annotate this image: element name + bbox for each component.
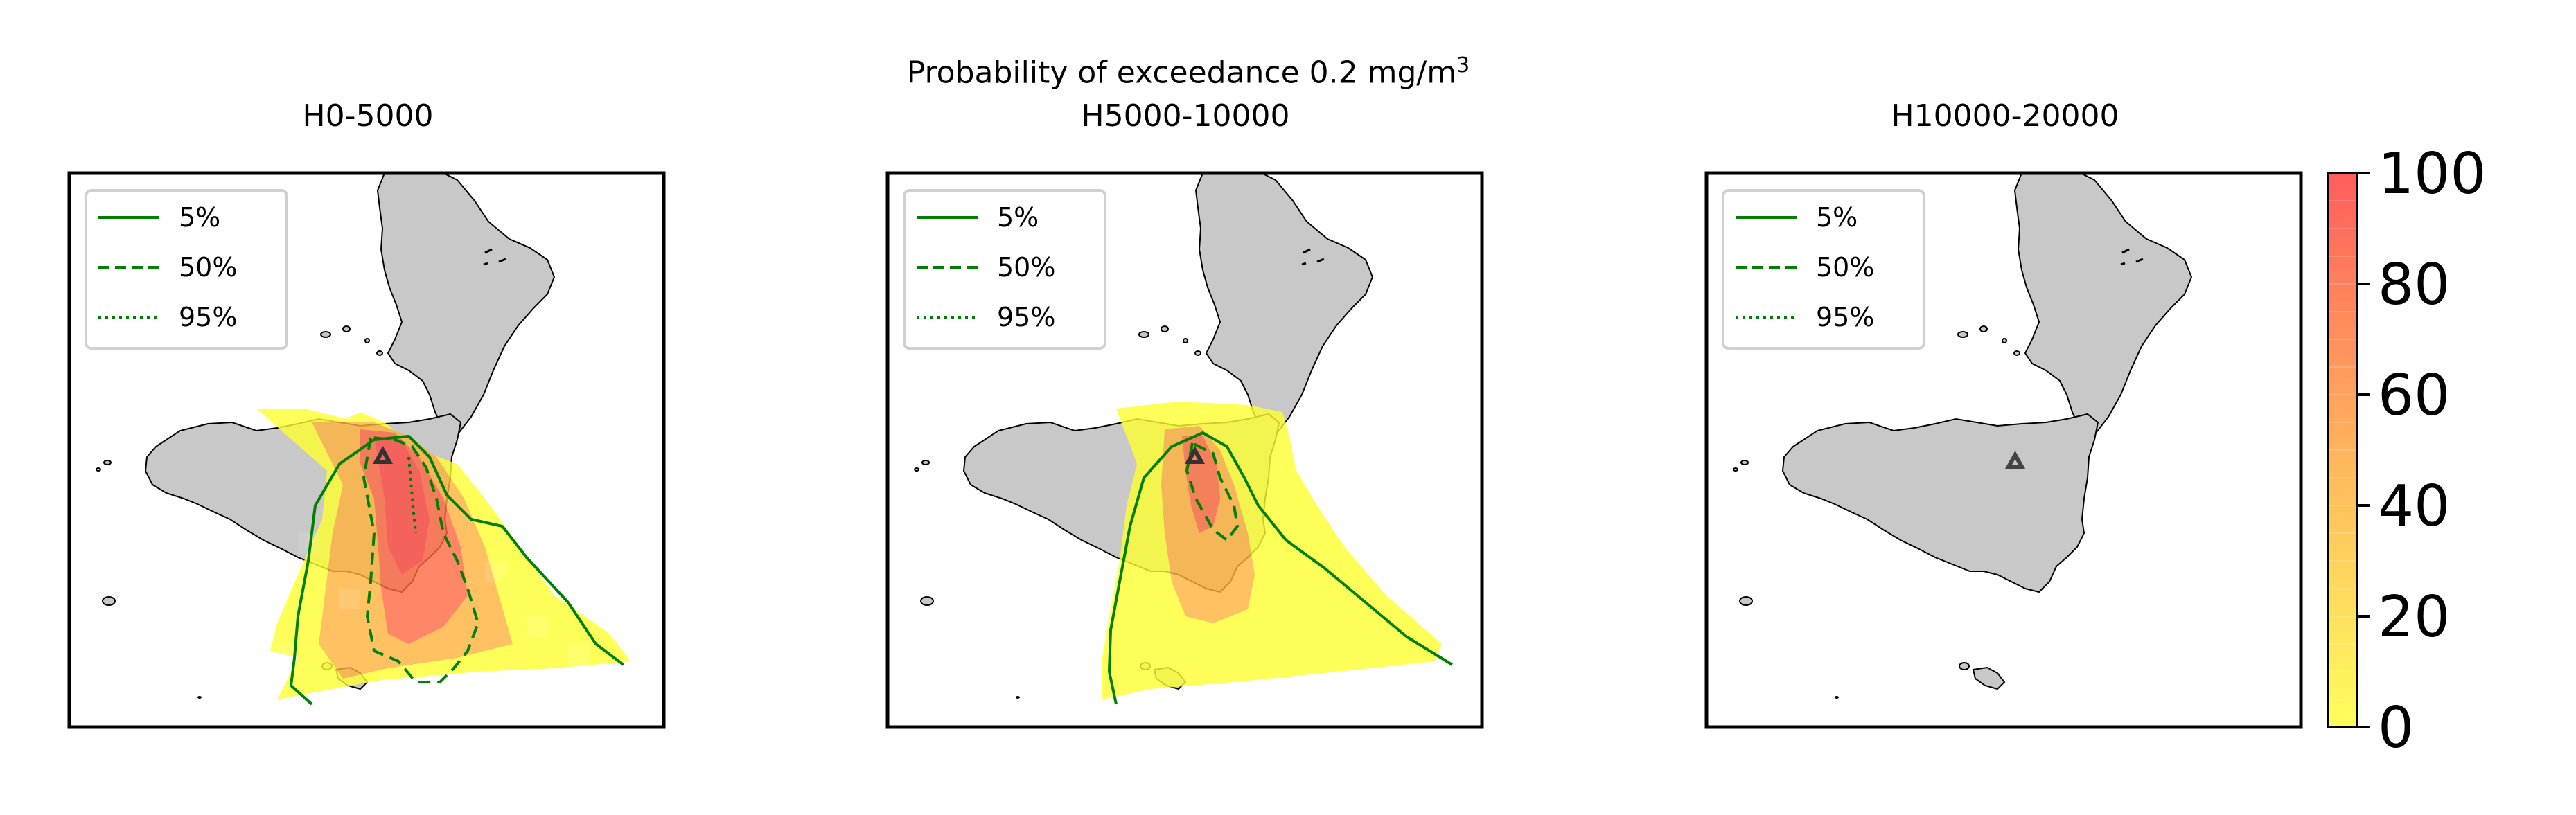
contour-95pct-1 xyxy=(407,456,417,534)
legend-label-50pct-1: 50% xyxy=(179,252,237,283)
legend-label-95pct-2: 95% xyxy=(997,302,1055,332)
contour-5pct-1 xyxy=(289,434,625,706)
colorbar-tick-label: 0 xyxy=(2378,695,2414,761)
figure-title: Probability of exceedance 0.2 mg/m3 xyxy=(0,47,2376,92)
colorbar-tick-label: 60 xyxy=(2378,363,2450,429)
vent-triangle-icon-1 xyxy=(372,445,394,464)
legend-label-5pct-2: 5% xyxy=(997,202,1039,233)
legend-label-5pct-1: 5% xyxy=(179,202,220,233)
colorbar-tick-label: 100 xyxy=(2378,141,2487,207)
map-panel-2: 5% 50% 95% xyxy=(885,171,1484,729)
probability-field-1 xyxy=(256,409,630,699)
map-panel-3: 5% 50% 95% xyxy=(1704,171,2303,729)
contour-50pct-1 xyxy=(362,436,480,683)
map-panel-1: 5% 50% 95% xyxy=(67,171,666,729)
figure-title-main: Probability of exceedance 0.2 mg/m xyxy=(906,55,1457,91)
legend-2: 5% 50% 95% xyxy=(903,189,1106,350)
vent-triangle-icon-3 xyxy=(2004,450,2026,469)
legend-3: 5% 50% 95% xyxy=(1722,189,1925,350)
vent-triangle-icon-2 xyxy=(1184,445,1206,464)
colorbar: 0 20 40 60 80 100 xyxy=(2327,141,2487,761)
legend-label-50pct-3: 50% xyxy=(1816,252,1874,283)
colorbar-tick-label: 80 xyxy=(2378,252,2450,318)
panel-1-title: H0-5000 xyxy=(302,98,434,134)
figure-title-sup: 3 xyxy=(1456,53,1470,78)
panel-3-title: H10000-20000 xyxy=(1891,98,2119,134)
colorbar-tick-label: 40 xyxy=(2378,474,2450,539)
contour-5pct-2 xyxy=(1107,431,1454,705)
colorbar-ticks: 0 20 40 60 80 100 xyxy=(2357,141,2487,761)
contour-50pct-2 xyxy=(1185,441,1240,542)
legend-label-95pct-1: 95% xyxy=(179,302,237,332)
probability-field-2 xyxy=(1102,402,1442,699)
legend-label-95pct-3: 95% xyxy=(1816,302,1874,332)
legend-label-5pct-3: 5% xyxy=(1816,202,1858,233)
colorbar-steps xyxy=(2328,200,2357,700)
panel-2-title: H5000-10000 xyxy=(1081,98,1290,134)
legend-label-50pct-2: 50% xyxy=(997,252,1055,283)
colorbar-tick-label: 20 xyxy=(2378,584,2450,650)
legend-1: 5% 50% 95% xyxy=(85,189,288,350)
